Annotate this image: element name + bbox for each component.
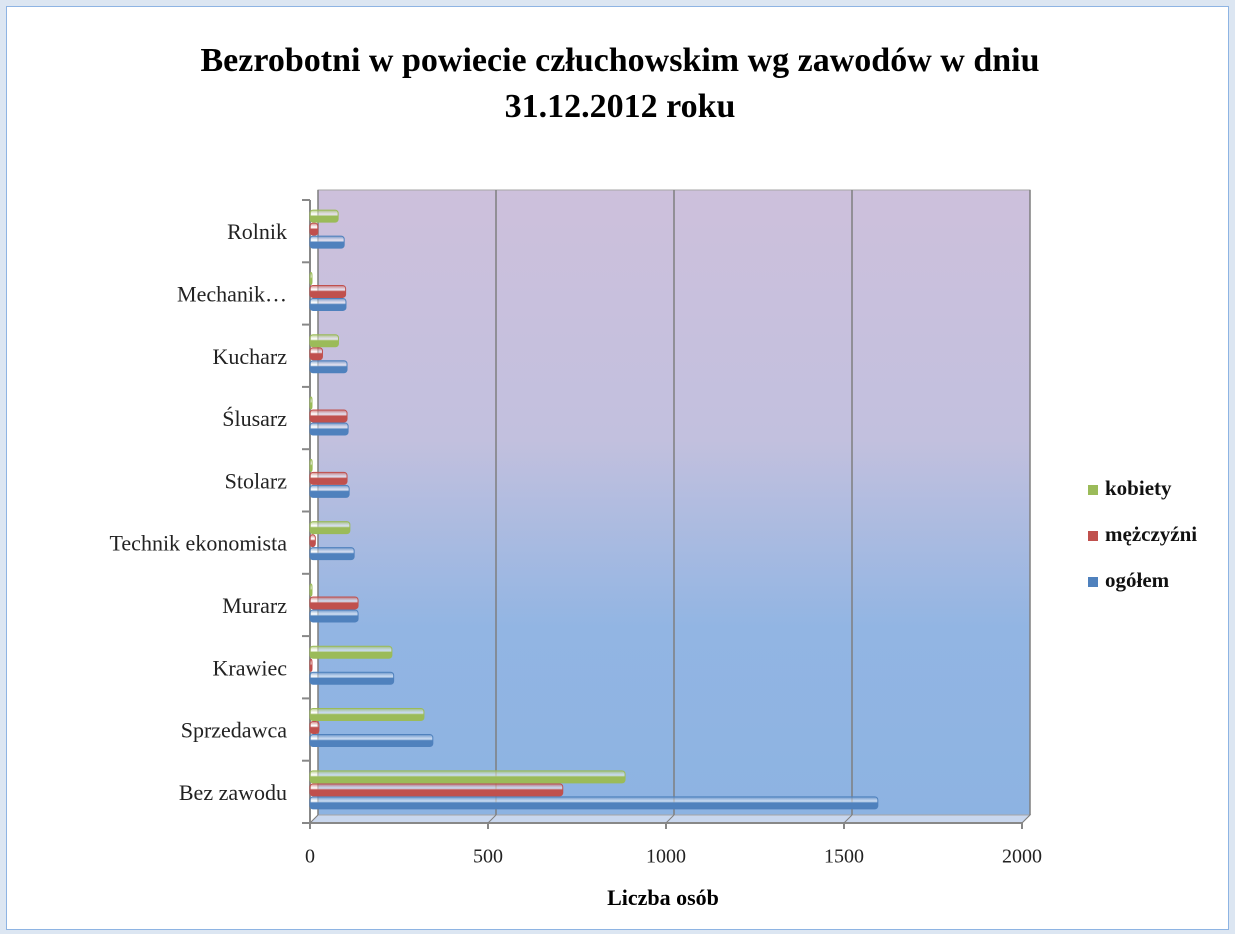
bar — [309, 458, 313, 472]
bar — [309, 396, 313, 410]
y-tick-label: Technik ekonomista — [110, 531, 288, 556]
x-axis-title: Liczba osób — [607, 885, 719, 910]
bar — [309, 783, 564, 797]
legend-swatch — [1088, 577, 1098, 587]
bar — [309, 671, 395, 685]
bar — [309, 596, 359, 610]
bar — [309, 721, 320, 735]
y-tick-label: Kucharz — [212, 344, 287, 369]
bar — [309, 347, 323, 361]
bar — [309, 484, 350, 498]
bar — [309, 222, 319, 236]
bar — [309, 521, 351, 535]
bar — [309, 734, 434, 748]
legend-swatch — [1088, 485, 1098, 495]
bar — [309, 297, 347, 311]
bar — [309, 547, 355, 561]
x-tick-label: 0 — [305, 846, 315, 868]
bar — [309, 284, 347, 298]
y-tick-label: Ślusarz — [222, 406, 287, 431]
y-tick-label: Murarz — [222, 593, 287, 618]
bar — [309, 271, 313, 285]
bar — [309, 422, 349, 436]
x-tick-label: 1500 — [824, 846, 864, 868]
bar — [309, 645, 393, 659]
chart-title: Bezrobotni w powiecie człuchowskim wg za… — [200, 42, 1040, 125]
y-tick-label: Krawiec — [212, 655, 287, 680]
x-tick-label: 1000 — [646, 846, 686, 868]
y-tick-label: Rolnik — [227, 219, 287, 244]
bar — [309, 708, 425, 722]
bar — [309, 360, 348, 374]
y-tick-label: Sprzedawca — [181, 718, 288, 743]
grid-line — [843, 814, 853, 824]
bar — [309, 534, 316, 548]
bar — [309, 334, 339, 348]
bar — [309, 770, 626, 784]
legend-swatch — [1088, 531, 1098, 541]
legend-label: mężczyźni — [1105, 522, 1197, 546]
y-tick-label: Mechanik… — [177, 281, 287, 306]
bar — [309, 235, 345, 249]
grid-line — [665, 814, 675, 824]
bar — [309, 409, 348, 423]
grid-line — [1021, 814, 1031, 824]
bar — [309, 583, 313, 597]
legend-label: kobiety — [1105, 476, 1172, 500]
bar — [309, 471, 348, 485]
y-tick-label: Stolarz — [225, 468, 288, 493]
x-tick-label: 500 — [473, 846, 503, 868]
bar — [309, 658, 313, 672]
bar — [309, 609, 359, 623]
y-tick-label: Bez zawodu — [179, 780, 287, 805]
bar — [309, 796, 879, 810]
bar — [309, 209, 339, 223]
grid-line — [487, 814, 497, 824]
legend-label: ogółem — [1105, 568, 1170, 592]
grid-line — [309, 814, 319, 824]
x-tick-label: 2000 — [1002, 846, 1042, 868]
